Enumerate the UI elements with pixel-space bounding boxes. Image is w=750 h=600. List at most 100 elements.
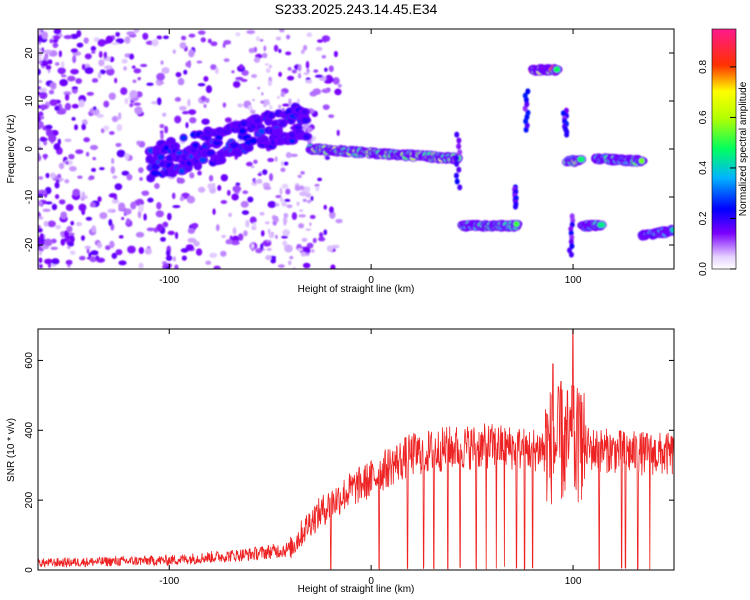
spectrogram-marks xyxy=(38,29,674,269)
noise-blob xyxy=(134,199,140,204)
noise-blob xyxy=(215,224,220,232)
colorbar: 0.0 0.2 0.4 0.6 0.8 Normalized spectral ampl… xyxy=(698,28,749,276)
noise-blob xyxy=(38,176,44,180)
noise-blob xyxy=(296,201,300,206)
noise-blob xyxy=(126,31,136,36)
noise-blob xyxy=(188,33,196,38)
segment-core xyxy=(193,163,202,170)
noise-blob xyxy=(59,79,68,87)
noise-blob xyxy=(135,231,145,238)
noise-blob xyxy=(38,257,43,264)
noise-blob xyxy=(44,238,53,247)
noise-blob xyxy=(288,260,292,266)
noise-blob xyxy=(256,178,263,184)
noise-blob xyxy=(38,79,43,84)
noise-blob xyxy=(305,252,310,256)
noise-blob xyxy=(38,142,41,146)
noise-blob xyxy=(106,67,115,76)
noise-blob xyxy=(53,29,62,35)
segment-core xyxy=(249,137,258,144)
noise-blob xyxy=(75,78,83,84)
noise-blob xyxy=(45,201,53,205)
noise-blob xyxy=(298,214,307,218)
noise-blob xyxy=(123,66,127,71)
noise-blob xyxy=(212,208,216,215)
segment-core xyxy=(670,226,674,233)
noise-blob xyxy=(286,75,295,81)
noise-blob xyxy=(161,67,170,74)
noise-blob xyxy=(103,51,108,59)
segment-core xyxy=(294,124,302,131)
noise-blob xyxy=(329,206,334,214)
noise-blob xyxy=(189,172,195,179)
noise-blob xyxy=(281,235,288,239)
noise-blob xyxy=(97,196,102,203)
noise-blob xyxy=(38,47,42,51)
noise-blob xyxy=(58,50,62,58)
noise-blob xyxy=(187,98,191,107)
noise-blob xyxy=(324,67,328,72)
spectrogram-y-label: Frequency (Hz) xyxy=(6,115,17,184)
noise-blob xyxy=(223,58,230,62)
snr-x-tick-label: -100 xyxy=(159,576,179,587)
noise-blob xyxy=(70,33,79,39)
noise-blob xyxy=(58,162,65,170)
noise-blob xyxy=(172,49,176,54)
noise-blob xyxy=(71,86,79,90)
noise-blob xyxy=(221,234,226,239)
noise-blob xyxy=(177,77,185,86)
noise-blob xyxy=(185,122,189,129)
noise-blob xyxy=(302,198,307,202)
noise-blob xyxy=(208,174,214,182)
noise-blob xyxy=(52,39,59,43)
noise-blob xyxy=(38,236,42,244)
noise-blob xyxy=(121,170,130,176)
noise-blob xyxy=(185,61,192,68)
noise-blob xyxy=(205,260,212,265)
noise-blob xyxy=(328,65,334,73)
noise-blob xyxy=(159,123,165,129)
noise-blob xyxy=(275,194,282,199)
noise-blob xyxy=(298,223,305,229)
noise-blob xyxy=(115,38,125,44)
noise-blob xyxy=(273,44,279,52)
noise-blob xyxy=(278,104,282,109)
noise-blob xyxy=(245,161,253,167)
noise-blob xyxy=(267,157,275,163)
noise-blob xyxy=(286,204,293,209)
noise-blob xyxy=(53,143,61,151)
noise-blob xyxy=(187,109,197,115)
noise-blob xyxy=(318,232,324,238)
noise-blob xyxy=(267,200,277,209)
segment-core xyxy=(157,154,165,161)
noise-blob xyxy=(278,48,282,54)
noise-blob xyxy=(222,102,227,108)
noise-blob xyxy=(134,106,143,115)
noise-blob xyxy=(38,225,41,229)
noise-blob xyxy=(298,185,305,191)
noise-blob xyxy=(210,41,218,47)
spectrogram-y-tick-label: 0 xyxy=(24,146,35,152)
noise-blob xyxy=(111,252,118,259)
noise-blob xyxy=(109,240,115,249)
noise-blob xyxy=(43,49,53,54)
spectrogram-x-label: Height of straight line (km) xyxy=(298,284,415,295)
noise-blob xyxy=(297,248,303,251)
snr-panel: -100 0 100 0 200 400 600 Height of straight l… xyxy=(6,328,675,595)
noise-blob xyxy=(326,245,334,252)
noise-blob xyxy=(91,78,99,83)
noise-blob xyxy=(217,184,222,191)
noise-blob xyxy=(174,231,179,240)
noise-blob xyxy=(97,71,102,79)
noise-blob xyxy=(74,124,79,131)
segment-core xyxy=(274,129,282,136)
noise-blob xyxy=(111,42,119,46)
noise-blob xyxy=(205,97,210,104)
streak-blob xyxy=(525,109,531,116)
noise-blob xyxy=(324,79,333,84)
noise-blob xyxy=(54,181,60,189)
noise-blob xyxy=(268,64,272,69)
noise-blob xyxy=(42,208,51,213)
noise-blob xyxy=(52,42,59,49)
noise-blob xyxy=(85,151,90,157)
